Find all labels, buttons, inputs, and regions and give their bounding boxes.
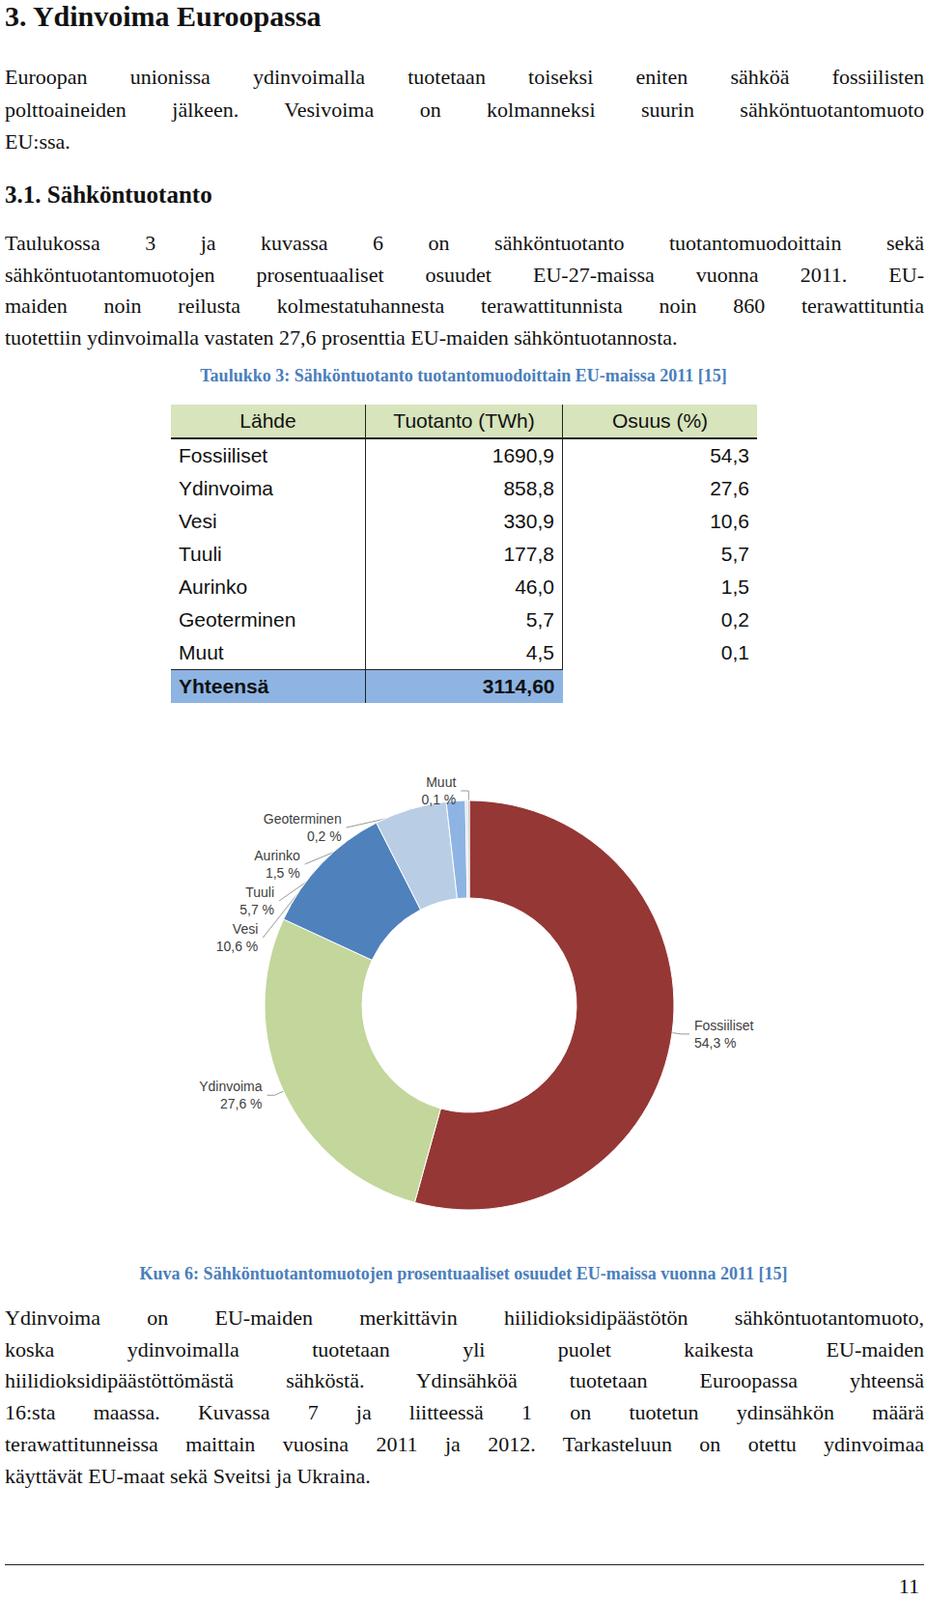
- html-text:10,6: 10,6: [709, 509, 750, 533]
- html-text:Muut: Muut: [178, 641, 224, 664]
- svg-text:0,2 %: 0,2 %: [307, 828, 342, 844]
- html-text:Aurinko: Aurinko: [178, 575, 248, 598]
- html-text:Ydinvoima: Ydinvoima: [178, 477, 274, 500]
- svg-text:Tuuli: Tuuli: [245, 884, 275, 900]
- svg-text:27,6 %: 27,6 %: [220, 1095, 263, 1112]
- svg-text:Aurinko: Aurinko: [253, 847, 301, 864]
- html-text:tuotettiin ydinvoimalla vastat: tuotettiin ydinvoimalla vastaten 27,6 pr…: [4, 325, 678, 350]
- html-text:Lähde: Lähde: [239, 409, 297, 432]
- html-text:käyttävät EU-maat sekä Sveitsi: käyttävät EU-maat sekä Sveitsi ja Ukrain…: [4, 1463, 371, 1488]
- html-text:Yhteensä: Yhteensä: [178, 674, 269, 698]
- html-text:0,1: 0,1: [721, 641, 750, 664]
- html-text:5,7: 5,7: [721, 542, 750, 565]
- html-text:maiden noin reilusta kolmestat: maiden noin reilusta kolmestatuhannesta …: [4, 293, 925, 319]
- html-text:1,5: 1,5: [721, 575, 750, 598]
- html-text:16:sta maassa. Kuvassa 7 ja li: 16:sta maassa. Kuvassa 7 ja liitteessä 1…: [4, 1400, 925, 1425]
- html-text:177,8: 177,8: [503, 542, 555, 565]
- svg-text:0,1 %: 0,1 %: [421, 791, 456, 808]
- html-text:koska ydinvoimalla tuotetaan y: koska ydinvoimalla tuotetaan yli puolet …: [4, 1337, 925, 1362]
- html-text:0,2: 0,2: [721, 608, 750, 631]
- svg-text:10,6 %: 10,6 %: [216, 938, 259, 955]
- html-text:polttoaineiden jälkeen. Vesivo: polttoaineiden jälkeen. Vesivoima on kol…: [4, 97, 925, 122]
- html-text:Tuuli: Tuuli: [178, 542, 222, 565]
- html-text:Euroopan unionissa ydinvoimall: Euroopan unionissa ydinvoimalla tuotetaa…: [4, 64, 925, 89]
- html-text:hiilidioksidipäästöttömästä sä: hiilidioksidipäästöttömästä sähköstä. Yd…: [4, 1368, 925, 1393]
- html-text:Kuva 6: Sähköntuotantomuotojen: Kuva 6: Sähköntuotantomuotojen prosentua…: [139, 1264, 788, 1284]
- html-text:terawattitunneissa maittain vu: terawattitunneissa maittain vuosina 2011…: [4, 1431, 925, 1456]
- html-text:3.1. Sähköntuotanto: 3.1. Sähköntuotanto: [4, 181, 213, 208]
- html-text:Tuotanto (TWh): Tuotanto (TWh): [393, 409, 535, 432]
- svg-text:1,5 %: 1,5 %: [265, 865, 301, 881]
- html-text:Taulukko 3: Sähköntuotanto tuo: Taulukko 3: Sähköntuotanto tuotantomuodo…: [200, 365, 727, 386]
- html-text:Fossiiliset: Fossiiliset: [178, 444, 268, 467]
- svg-text:Geoterminen: Geoterminen: [263, 811, 342, 827]
- html-text:Ydinvoima on EU-maiden merkitt: Ydinvoima on EU-maiden merkittävin hiili…: [4, 1305, 925, 1330]
- html-text:11: 11: [898, 1573, 920, 1599]
- svg-text:Muut: Muut: [425, 774, 456, 790]
- svg-text:Ydinvoima: Ydinvoima: [198, 1078, 263, 1095]
- html-text:Osuus (%): Osuus (%): [612, 409, 708, 432]
- html-text:3114,60: 3114,60: [482, 674, 555, 698]
- html-text:EU:ssa.: EU:ssa.: [4, 129, 71, 154]
- svg-text:Vesi: Vesi: [232, 921, 258, 937]
- html-text:Geoterminen: Geoterminen: [178, 608, 296, 631]
- svg-text:5,7 %: 5,7 %: [239, 901, 275, 918]
- html-text:Taulukossa 3 ja kuvassa 6 on s: Taulukossa 3 ja kuvassa 6 on sähköntuota…: [4, 230, 925, 255]
- html-text:5,7: 5,7: [526, 608, 555, 631]
- html-text:Vesi: Vesi: [178, 509, 217, 533]
- html-text:330,9: 330,9: [503, 509, 555, 533]
- html-text:54,3: 54,3: [709, 444, 750, 467]
- html-text:4,5: 4,5: [526, 641, 555, 664]
- html-text:858,8: 858,8: [503, 477, 555, 500]
- html-text:46,0: 46,0: [514, 575, 555, 598]
- html-text:sähköntuotantomuotojen prosent: sähköntuotantomuotojen prosentuaaliset o…: [4, 262, 925, 287]
- html-text:27,6: 27,6: [709, 477, 750, 500]
- html-text:1690,9: 1690,9: [492, 444, 555, 467]
- svg-text:54,3 %: 54,3 %: [694, 1035, 737, 1051]
- svg-text:Fossiiliset: Fossiiliset: [694, 1017, 755, 1034]
- html-text:3. Ydinvoima Euroopassa: 3. Ydinvoima Euroopassa: [4, 0, 322, 32]
